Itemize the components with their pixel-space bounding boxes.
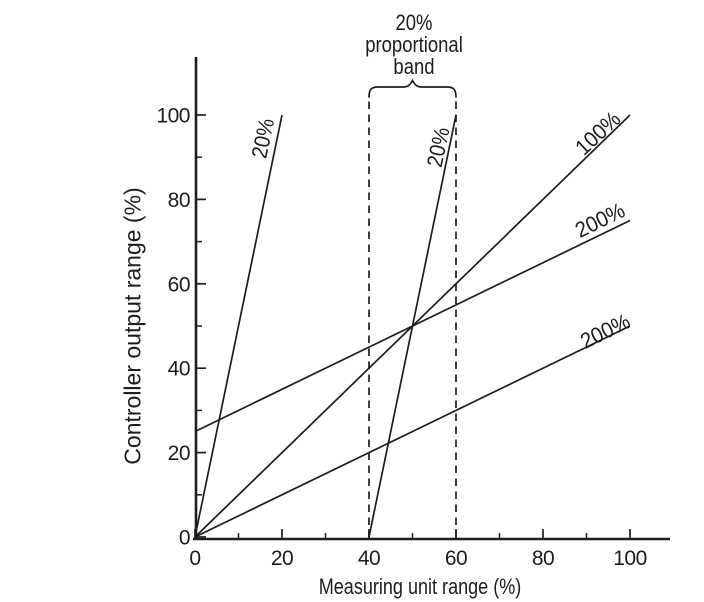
band-title-line-1: 20%: [395, 10, 433, 35]
x-tick-label: 0: [189, 547, 200, 570]
series-label: 100%: [570, 106, 625, 160]
band-title-line-3: band: [393, 54, 435, 79]
band-title-line-2: proportional: [365, 32, 463, 57]
x-tick-label: 60: [445, 547, 467, 570]
series-line: [194, 219, 631, 433]
y-tick-label: 20: [168, 442, 190, 465]
x-tick-label: 100: [613, 547, 647, 570]
series-label: 20%: [422, 125, 455, 169]
x-tick-label: 80: [532, 547, 554, 570]
y-axis-label: Controller output range (%): [119, 187, 146, 465]
y-tick-label: 80: [168, 189, 190, 212]
series-label: 200%: [576, 308, 634, 353]
x-axis-label: Measuring unit range (%): [318, 574, 522, 599]
y-tick-label: 40: [168, 358, 190, 381]
brace: [368, 78, 457, 98]
y-tick-label: 60: [168, 273, 190, 296]
y-tick-label: 100: [156, 105, 190, 128]
x-tick-label: 40: [358, 547, 380, 570]
y-tick-label: 0: [179, 527, 190, 550]
series-line: [194, 114, 283, 538]
series-line: [194, 325, 631, 538]
x-tick-label: 20: [271, 547, 293, 570]
band-annotation-title: 20% proportional band: [365, 12, 463, 78]
